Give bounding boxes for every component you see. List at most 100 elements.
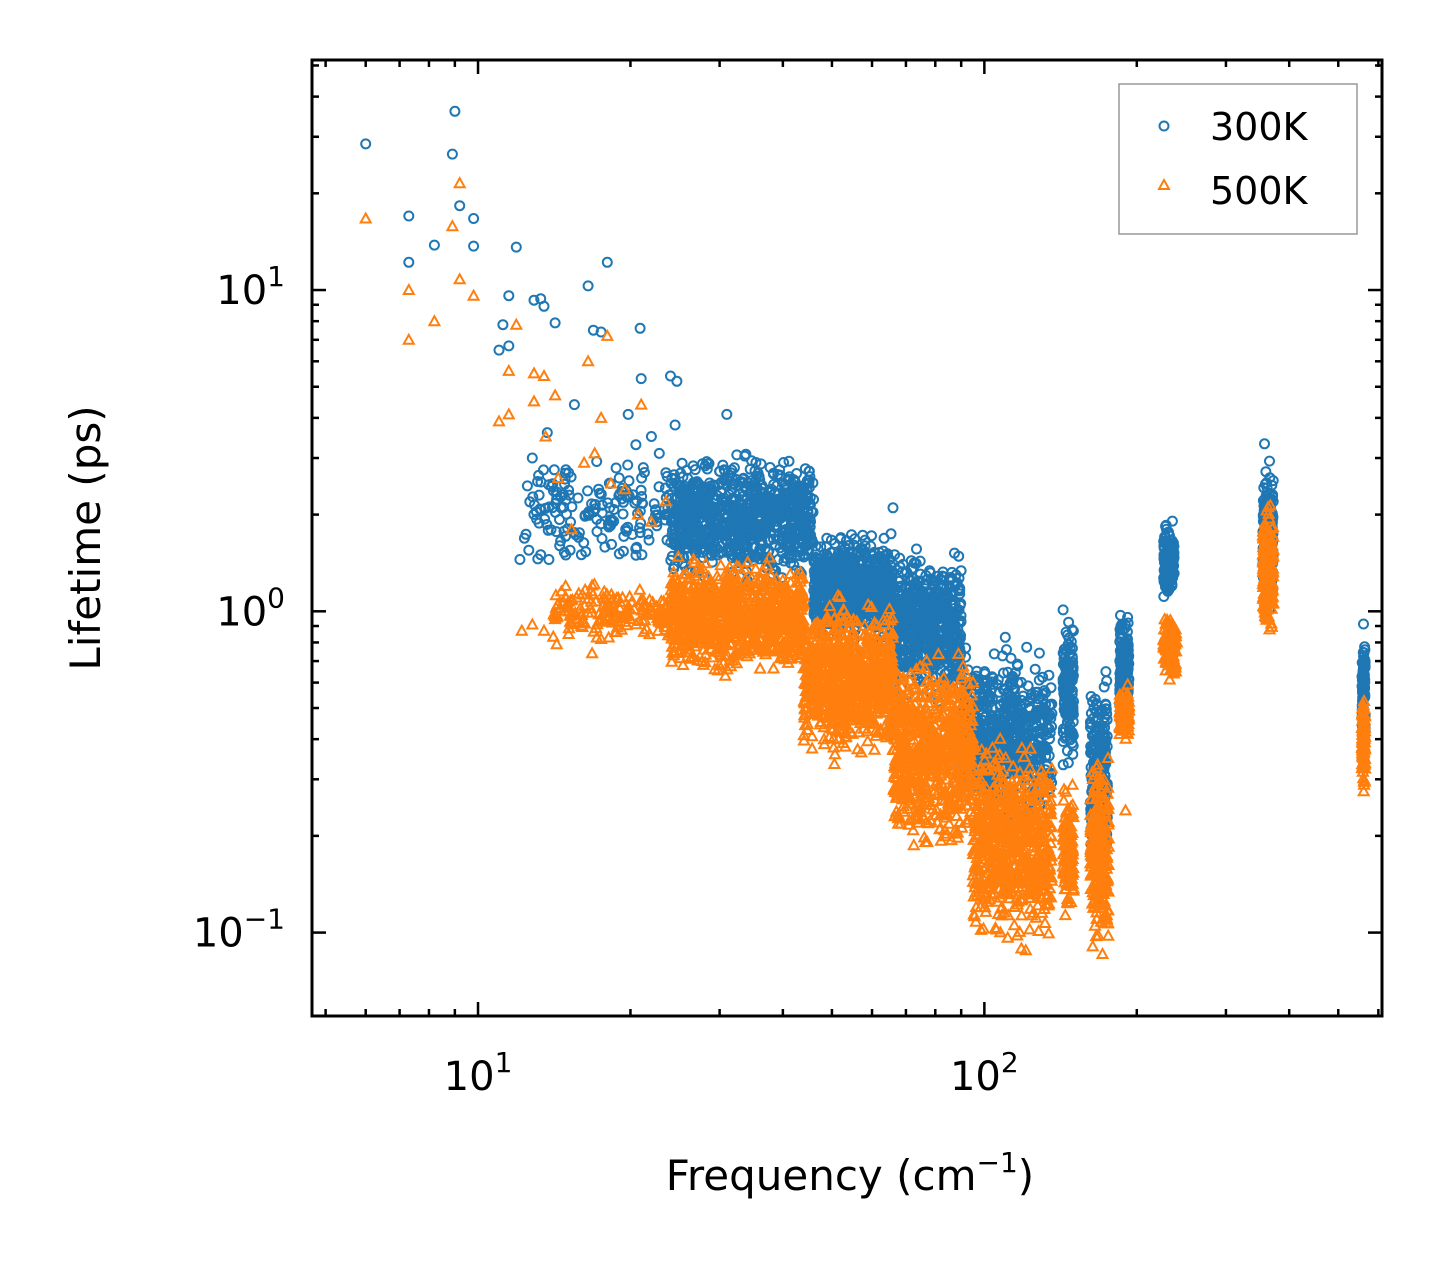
point-300K <box>791 526 803 538</box>
point-300K <box>589 499 601 511</box>
point-300K <box>764 462 776 473</box>
point-300K <box>739 535 751 547</box>
point-300K <box>798 551 810 563</box>
point-300K <box>737 473 749 485</box>
point-300K <box>623 475 635 487</box>
point-300K <box>785 510 797 522</box>
point-300K <box>744 463 756 475</box>
point-300K <box>803 482 815 493</box>
point-300K <box>711 528 723 540</box>
point-300K <box>724 533 736 545</box>
point-300K <box>754 543 766 555</box>
point-300K <box>808 494 819 505</box>
point-300K <box>521 480 533 492</box>
point-300K <box>679 538 691 549</box>
point-300K <box>697 531 709 543</box>
point-300K <box>758 482 770 494</box>
point-300K <box>630 543 642 555</box>
point-300K <box>636 472 648 484</box>
point-300K <box>750 457 762 468</box>
point-300K <box>746 480 758 491</box>
point-300K <box>602 497 614 509</box>
point-300K <box>560 494 572 506</box>
point-300K <box>739 450 751 462</box>
point-300K <box>672 480 684 491</box>
point-300K <box>780 541 792 553</box>
point-300K <box>528 499 540 511</box>
point-300K <box>774 469 786 481</box>
point-300K <box>666 513 678 525</box>
point-300K <box>773 509 785 521</box>
point-300K <box>642 528 654 540</box>
point-300K <box>783 473 795 485</box>
point-300K <box>731 513 743 525</box>
point-300K <box>783 455 795 467</box>
point-300K <box>719 518 731 530</box>
point-300K <box>778 555 790 567</box>
point-300K <box>774 542 786 554</box>
point-300K <box>630 549 642 561</box>
point-300K <box>591 526 603 537</box>
point-300K <box>698 525 710 536</box>
point-300K <box>799 463 811 475</box>
point-300K <box>557 488 569 500</box>
point-300K <box>679 517 691 529</box>
point-300K <box>702 502 714 514</box>
point-300K <box>610 462 622 474</box>
series-layer <box>359 105 1372 959</box>
point-300K <box>687 460 699 472</box>
point-300K <box>714 465 726 477</box>
point-300K <box>728 462 740 474</box>
point-300K <box>771 511 783 523</box>
point-300K <box>636 497 648 509</box>
point-300K <box>722 503 734 515</box>
point-300K <box>627 489 639 501</box>
point-300K <box>691 533 703 545</box>
point-300K <box>715 493 727 505</box>
point-300K <box>617 545 629 557</box>
point-300K <box>778 457 790 468</box>
point-300K <box>643 534 655 546</box>
point-300K <box>803 477 815 489</box>
point-300K <box>620 523 632 535</box>
point-300K <box>531 513 543 525</box>
point-300K <box>710 494 722 506</box>
point-300K <box>673 537 685 548</box>
point-300K <box>688 502 699 514</box>
point-300K <box>736 550 748 562</box>
point-300K <box>788 559 800 571</box>
point-300K <box>749 523 761 535</box>
point-300K <box>804 521 816 533</box>
point-300K <box>617 508 629 520</box>
point-300K <box>793 481 805 493</box>
point-300K <box>699 460 711 472</box>
point-300K <box>717 539 729 550</box>
point-300K <box>538 464 549 476</box>
point-300K <box>764 500 776 512</box>
point-300K <box>638 467 650 478</box>
point-300K <box>782 489 794 501</box>
point-300K <box>804 513 816 525</box>
point-300K <box>599 541 611 553</box>
point-300K <box>582 485 594 497</box>
point-300K <box>791 468 803 479</box>
point-300K <box>717 459 729 471</box>
point-300K <box>751 470 763 482</box>
point-300K <box>674 541 685 552</box>
point-300K <box>550 526 562 538</box>
point-300K <box>742 514 754 526</box>
point-300K <box>543 501 555 513</box>
point-300K <box>648 498 660 510</box>
point-300K <box>728 550 740 562</box>
point-300K <box>669 516 680 528</box>
point-300K <box>532 476 544 487</box>
point-300K <box>666 529 678 541</box>
point-300K <box>727 478 739 489</box>
point-300K <box>605 516 617 527</box>
point-300K <box>675 485 687 497</box>
point-300K <box>677 471 689 483</box>
point-300K <box>622 459 634 471</box>
point-300K <box>686 491 698 503</box>
point-300K <box>635 484 647 496</box>
point-300K <box>755 526 767 538</box>
